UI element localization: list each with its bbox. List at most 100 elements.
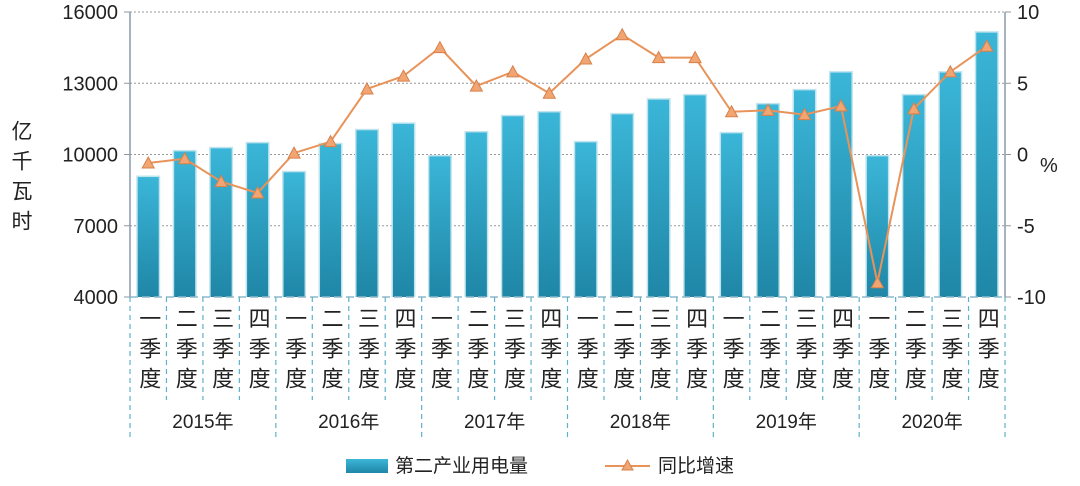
line-marker	[141, 156, 156, 169]
quarter-label: 一季度	[719, 307, 745, 397]
quarter-label: 四季度	[683, 307, 709, 397]
quarter-label: 四季度	[974, 307, 1000, 397]
bar	[793, 90, 815, 297]
bar	[538, 112, 560, 298]
legend-bar-label: 第二产业用电量	[395, 455, 528, 477]
bar	[976, 32, 998, 297]
gridlines	[130, 11, 1005, 227]
line-marker	[907, 101, 921, 115]
bar	[611, 114, 633, 297]
line-marker	[505, 64, 520, 78]
line-marker	[688, 50, 702, 64]
line-marker	[287, 146, 301, 159]
quarter-label: 四季度	[391, 307, 417, 397]
bar	[283, 172, 305, 297]
bar	[210, 148, 232, 297]
quarter-label: 四季度	[828, 307, 854, 397]
quarter-label: 二季度	[318, 307, 344, 397]
quarter-label: 三季度	[792, 307, 818, 397]
left-axis-label: 亿千瓦时	[9, 120, 32, 240]
bar	[356, 130, 378, 297]
year-label: 2020年	[901, 411, 962, 433]
bar	[174, 151, 196, 297]
year-label: 2015年	[172, 411, 233, 433]
bar	[502, 116, 524, 297]
bar	[721, 133, 743, 297]
quarter-label: 四季度	[245, 307, 271, 397]
line-marker	[797, 107, 812, 121]
right-tick-label: -10	[1017, 287, 1046, 309]
quarter-label: 一季度	[427, 307, 453, 397]
quarter-label: 一季度	[282, 307, 308, 397]
bar	[939, 72, 961, 297]
quarter-label: 三季度	[646, 307, 672, 397]
line-series	[141, 27, 994, 289]
line-marker	[469, 79, 484, 92]
legend-line-marker	[621, 458, 634, 471]
line-marker	[724, 104, 739, 118]
line-marker	[870, 275, 885, 289]
bar	[684, 95, 706, 297]
bar	[757, 104, 779, 297]
left-tick-label: 16000	[62, 2, 118, 24]
category-axis: 2015年 2016年 2017年 2018年 2019年 2020年	[129, 297, 1006, 440]
line-marker	[943, 64, 958, 78]
quarter-label: 四季度	[537, 307, 563, 397]
line-marker	[177, 151, 192, 165]
quarter-label: 二季度	[610, 307, 636, 397]
right-tick-label: 5	[1017, 73, 1028, 95]
bar	[320, 144, 342, 297]
line-marker	[761, 103, 775, 116]
line-marker	[979, 39, 994, 52]
left-tick-label: 10000	[62, 145, 118, 167]
line-marker	[542, 86, 557, 99]
line-marker	[360, 81, 374, 95]
bar-series	[136, 31, 999, 298]
line-marker	[250, 185, 265, 199]
bar	[648, 99, 670, 297]
bar	[465, 132, 487, 297]
year-label: 2017年	[464, 411, 525, 433]
bar	[392, 123, 414, 297]
quarter-label: 一季度	[136, 307, 162, 397]
line-marker	[396, 69, 411, 82]
right-tick-label: -5	[1017, 216, 1035, 238]
line-marker	[834, 99, 848, 112]
quarter-label: 三季度	[354, 307, 380, 397]
quarter-label: 二季度	[172, 307, 198, 397]
quarter-label: 一季度	[865, 307, 891, 397]
bar	[137, 177, 159, 297]
growth-line	[148, 33, 988, 283]
year-label: 2018年	[610, 411, 671, 433]
legend-line-label: 同比增速	[658, 455, 734, 477]
quarter-label: 一季度	[573, 307, 599, 397]
year-label: 2016年	[318, 411, 379, 433]
line-marker	[615, 27, 630, 41]
quarter-label: 二季度	[464, 307, 490, 397]
bar	[247, 143, 269, 297]
line-marker	[214, 174, 228, 188]
line-marker	[578, 51, 593, 65]
quarter-label: 三季度	[500, 307, 526, 397]
legend-bar-swatch	[346, 459, 388, 473]
year-label: 2019年	[756, 411, 817, 433]
quarter-label: 三季度	[209, 307, 235, 397]
left-tick-label: 4000	[74, 287, 119, 309]
left-tick-label: 13000	[62, 73, 118, 95]
legend: 第二产业用电量 同比增速	[346, 455, 734, 477]
bar	[429, 156, 451, 297]
right-tick-label: 10	[1017, 2, 1039, 24]
left-tick-label: 7000	[74, 216, 119, 238]
bar	[903, 95, 925, 297]
bar	[575, 142, 597, 297]
right-axis-label: %	[1040, 155, 1058, 177]
quarter-label: 二季度	[756, 307, 782, 397]
line-marker	[651, 50, 666, 64]
right-tick-label: 0	[1017, 145, 1028, 167]
line-marker	[433, 40, 447, 54]
quarter-label: 三季度	[938, 307, 964, 397]
line-marker	[323, 134, 338, 148]
quarter-label: 二季度	[901, 307, 927, 397]
